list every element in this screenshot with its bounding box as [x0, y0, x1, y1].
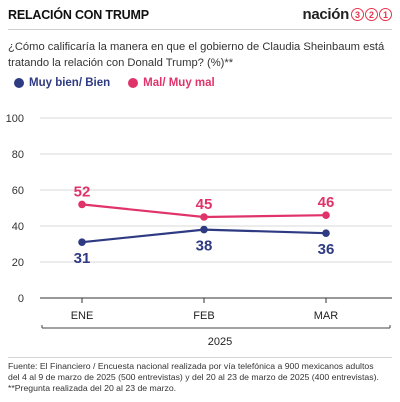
- header: RELACIÓN CON TRUMP nación 3 2 1: [8, 6, 392, 26]
- chart-title: RELACIÓN CON TRUMP: [8, 8, 149, 22]
- y-tick-label-40: 40: [12, 221, 24, 233]
- legend-label-good: Muy bien/ Bien: [29, 77, 111, 89]
- point-0-ene: [78, 238, 86, 246]
- logo-digit-2: 2: [365, 8, 378, 21]
- nacion321-logo: nación 3 2 1: [302, 6, 392, 23]
- point-1-feb: [200, 213, 208, 221]
- legend-dot-bad: [128, 78, 139, 88]
- y-tick-label-80: 80: [12, 149, 24, 161]
- footer-divider: [8, 357, 392, 358]
- y-tick-label-0: 0: [18, 293, 24, 305]
- data-label-0-feb: 38: [196, 238, 213, 255]
- data-label-0-mar: 36: [318, 241, 335, 258]
- source-note: Fuente: El Financiero / Encuesta naciona…: [8, 361, 398, 394]
- header-divider: [8, 29, 392, 30]
- source-line-2: del 4 al 9 de marzo de 2025 (500 entrevi…: [8, 372, 379, 382]
- data-label-1-feb: 45: [196, 196, 213, 213]
- line-chart: 0 20 40 60 80 100 ENE FEB MAR 2025 31 38 36 52 45 46: [6, 113, 392, 348]
- logo-digit-1: 3: [351, 8, 364, 21]
- point-0-mar: [322, 229, 330, 237]
- legend: Muy bien/ Bien Mal/ Muy mal: [14, 77, 233, 89]
- legend-dot-good: [14, 78, 24, 88]
- y-tick-label-100: 100: [6, 113, 24, 125]
- data-label-0-ene: 31: [74, 250, 91, 267]
- survey-question: ¿Cómo calificaría la manera en que el go…: [8, 41, 385, 69]
- logo-word: nación: [302, 6, 349, 23]
- x-tick-label-ene: ENE: [71, 310, 94, 322]
- data-label-1-mar: 46: [318, 194, 335, 211]
- data-label-1-ene: 52: [74, 183, 91, 200]
- legend-item-bad: Mal/ Muy mal: [128, 77, 215, 89]
- legend-label-bad: Mal/ Muy mal: [143, 77, 215, 89]
- point-1-mar: [322, 211, 330, 219]
- y-tick-label-60: 60: [12, 185, 24, 197]
- x-tick-label-mar: MAR: [314, 310, 339, 322]
- x-axis-label: 2025: [208, 336, 232, 348]
- x-tick-label-feb: FEB: [193, 310, 214, 322]
- source-line-1: Fuente: El Financiero / Encuesta naciona…: [8, 361, 374, 371]
- source-line-3: **Pregunta realizada del 20 al 23 de mar…: [8, 383, 177, 393]
- point-0-feb: [200, 225, 208, 234]
- logo-digit-3: 1: [379, 8, 392, 21]
- point-1-ene: [78, 200, 86, 209]
- legend-item-good: Muy bien/ Bien: [14, 77, 110, 89]
- y-tick-label-20: 20: [12, 257, 24, 269]
